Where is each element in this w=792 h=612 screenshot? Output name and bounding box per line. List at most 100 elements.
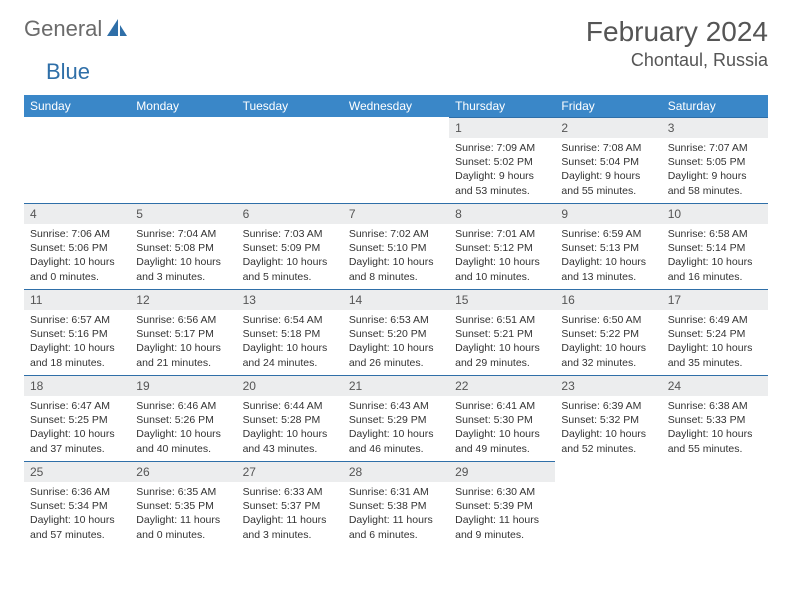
day-detail-line: and 0 minutes. <box>136 528 230 542</box>
calendar-cell: 4Sunrise: 7:06 AMSunset: 5:06 PMDaylight… <box>24 203 130 289</box>
calendar-cell: 10Sunrise: 6:58 AMSunset: 5:14 PMDayligh… <box>662 203 768 289</box>
calendar-cell <box>662 461 768 547</box>
day-detail-line: and 32 minutes. <box>561 356 655 370</box>
day-details: Sunrise: 7:02 AMSunset: 5:10 PMDaylight:… <box>343 224 449 287</box>
calendar-page: General February 2024 Chontaul, Russia B… <box>0 0 792 563</box>
day-details: Sunrise: 6:33 AMSunset: 5:37 PMDaylight:… <box>237 482 343 545</box>
day-number: 15 <box>449 289 555 310</box>
day-number: 9 <box>555 203 661 224</box>
calendar-cell: 21Sunrise: 6:43 AMSunset: 5:29 PMDayligh… <box>343 375 449 461</box>
day-number: 17 <box>662 289 768 310</box>
day-detail-line: Daylight: 10 hours <box>243 427 337 441</box>
calendar-cell: 1Sunrise: 7:09 AMSunset: 5:02 PMDaylight… <box>449 117 555 203</box>
day-detail-line: and 55 minutes. <box>561 184 655 198</box>
day-detail-line: Sunrise: 7:04 AM <box>136 227 230 241</box>
calendar-cell: 28Sunrise: 6:31 AMSunset: 5:38 PMDayligh… <box>343 461 449 547</box>
day-detail-line: Sunrise: 6:50 AM <box>561 313 655 327</box>
day-detail-line: and 6 minutes. <box>349 528 443 542</box>
day-details: Sunrise: 6:54 AMSunset: 5:18 PMDaylight:… <box>237 310 343 373</box>
day-detail-line: Daylight: 10 hours <box>136 427 230 441</box>
calendar-week-row: 11Sunrise: 6:57 AMSunset: 5:16 PMDayligh… <box>24 289 768 375</box>
day-detail-line: and 21 minutes. <box>136 356 230 370</box>
day-detail-line: Sunset: 5:14 PM <box>668 241 762 255</box>
day-details: Sunrise: 6:31 AMSunset: 5:38 PMDaylight:… <box>343 482 449 545</box>
day-detail-line: Sunset: 5:35 PM <box>136 499 230 513</box>
day-detail-line: Sunset: 5:22 PM <box>561 327 655 341</box>
day-details: Sunrise: 7:03 AMSunset: 5:09 PMDaylight:… <box>237 224 343 287</box>
day-detail-line: Sunrise: 6:46 AM <box>136 399 230 413</box>
day-detail-line: Sunrise: 6:43 AM <box>349 399 443 413</box>
calendar-cell <box>237 117 343 203</box>
day-detail-line: Daylight: 10 hours <box>30 255 124 269</box>
day-detail-line: Daylight: 10 hours <box>455 255 549 269</box>
day-number: 3 <box>662 117 768 138</box>
day-number: 22 <box>449 375 555 396</box>
weekday-header: Sunday <box>24 95 130 117</box>
day-details: Sunrise: 6:51 AMSunset: 5:21 PMDaylight:… <box>449 310 555 373</box>
calendar-cell: 16Sunrise: 6:50 AMSunset: 5:22 PMDayligh… <box>555 289 661 375</box>
calendar-cell: 9Sunrise: 6:59 AMSunset: 5:13 PMDaylight… <box>555 203 661 289</box>
day-detail-line: Sunrise: 7:02 AM <box>349 227 443 241</box>
day-detail-line: Sunrise: 6:57 AM <box>30 313 124 327</box>
day-details: Sunrise: 6:41 AMSunset: 5:30 PMDaylight:… <box>449 396 555 459</box>
day-detail-line: and 0 minutes. <box>30 270 124 284</box>
day-detail-line: Daylight: 10 hours <box>668 255 762 269</box>
day-detail-line: Daylight: 11 hours <box>349 513 443 527</box>
weekday-header: Monday <box>130 95 236 117</box>
day-detail-line: and 57 minutes. <box>30 528 124 542</box>
day-details: Sunrise: 6:50 AMSunset: 5:22 PMDaylight:… <box>555 310 661 373</box>
day-detail-line: Daylight: 10 hours <box>349 341 443 355</box>
day-number: 28 <box>343 461 449 482</box>
day-detail-line: Daylight: 9 hours <box>455 169 549 183</box>
day-detail-line: and 10 minutes. <box>455 270 549 284</box>
day-detail-line: and 58 minutes. <box>668 184 762 198</box>
day-details: Sunrise: 6:43 AMSunset: 5:29 PMDaylight:… <box>343 396 449 459</box>
calendar-cell: 20Sunrise: 6:44 AMSunset: 5:28 PMDayligh… <box>237 375 343 461</box>
day-number: 24 <box>662 375 768 396</box>
day-detail-line: Daylight: 10 hours <box>30 427 124 441</box>
day-detail-line: Sunset: 5:09 PM <box>243 241 337 255</box>
day-detail-line: Sunset: 5:39 PM <box>455 499 549 513</box>
day-details: Sunrise: 6:49 AMSunset: 5:24 PMDaylight:… <box>662 310 768 373</box>
day-detail-line: Sunrise: 6:35 AM <box>136 485 230 499</box>
day-detail-line: Sunrise: 7:08 AM <box>561 141 655 155</box>
day-detail-line: Sunset: 5:32 PM <box>561 413 655 427</box>
day-detail-line: Sunrise: 6:39 AM <box>561 399 655 413</box>
calendar-table: Sunday Monday Tuesday Wednesday Thursday… <box>24 95 768 547</box>
day-detail-line: and 13 minutes. <box>561 270 655 284</box>
day-detail-line: Sunset: 5:26 PM <box>136 413 230 427</box>
day-detail-line: Sunset: 5:02 PM <box>455 155 549 169</box>
day-details: Sunrise: 6:57 AMSunset: 5:16 PMDaylight:… <box>24 310 130 373</box>
day-detail-line: and 43 minutes. <box>243 442 337 456</box>
day-detail-line: Sunset: 5:30 PM <box>455 413 549 427</box>
day-detail-line: and 24 minutes. <box>243 356 337 370</box>
day-detail-line: Sunset: 5:10 PM <box>349 241 443 255</box>
calendar-cell: 12Sunrise: 6:56 AMSunset: 5:17 PMDayligh… <box>130 289 236 375</box>
calendar-cell: 15Sunrise: 6:51 AMSunset: 5:21 PMDayligh… <box>449 289 555 375</box>
day-detail-line: Sunrise: 7:09 AM <box>455 141 549 155</box>
calendar-cell: 23Sunrise: 6:39 AMSunset: 5:32 PMDayligh… <box>555 375 661 461</box>
day-detail-line: Daylight: 11 hours <box>243 513 337 527</box>
day-detail-line: Daylight: 10 hours <box>30 341 124 355</box>
weekday-header: Wednesday <box>343 95 449 117</box>
day-number: 25 <box>24 461 130 482</box>
calendar-cell: 27Sunrise: 6:33 AMSunset: 5:37 PMDayligh… <box>237 461 343 547</box>
calendar-cell: 22Sunrise: 6:41 AMSunset: 5:30 PMDayligh… <box>449 375 555 461</box>
day-number: 12 <box>130 289 236 310</box>
calendar-cell: 17Sunrise: 6:49 AMSunset: 5:24 PMDayligh… <box>662 289 768 375</box>
weekday-header-row: Sunday Monday Tuesday Wednesday Thursday… <box>24 95 768 117</box>
calendar-cell: 13Sunrise: 6:54 AMSunset: 5:18 PMDayligh… <box>237 289 343 375</box>
calendar-cell: 8Sunrise: 7:01 AMSunset: 5:12 PMDaylight… <box>449 203 555 289</box>
day-number: 19 <box>130 375 236 396</box>
day-number: 6 <box>237 203 343 224</box>
day-detail-line: Sunrise: 6:38 AM <box>668 399 762 413</box>
day-detail-line: Sunset: 5:05 PM <box>668 155 762 169</box>
day-detail-line: Sunrise: 6:30 AM <box>455 485 549 499</box>
day-detail-line: Daylight: 10 hours <box>561 341 655 355</box>
day-number: 18 <box>24 375 130 396</box>
logo: General <box>24 16 130 42</box>
day-detail-line: Sunset: 5:06 PM <box>30 241 124 255</box>
day-number: 10 <box>662 203 768 224</box>
day-detail-line: Sunrise: 6:47 AM <box>30 399 124 413</box>
day-detail-line: Sunrise: 7:01 AM <box>455 227 549 241</box>
